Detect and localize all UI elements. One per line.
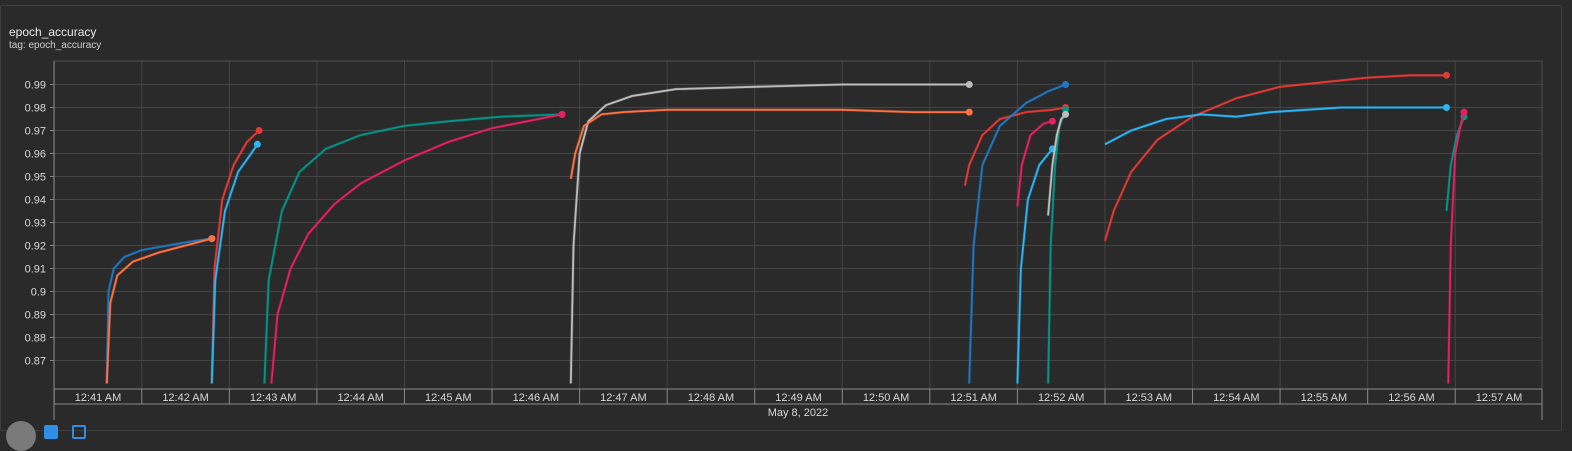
y-tick-label: 0.88 (25, 333, 46, 345)
y-tick-label: 0.97 (25, 126, 46, 138)
y-tick-label: 0.99 (25, 80, 46, 92)
series-line[interactable] (1016, 148, 1054, 384)
avatar[interactable] (6, 421, 36, 451)
card-subtitle: tag: epoch_accuracy (9, 40, 102, 51)
x-tick-label: 12:56 AM (1388, 392, 1434, 404)
series-line-ghost (569, 108, 970, 180)
series-line-ghost (262, 112, 563, 384)
x-tick-label: 12:47 AM (600, 392, 646, 404)
x-tick-label: 12:41 AM (75, 392, 121, 404)
y-tick-label: 0.87 (25, 356, 46, 368)
series-endpoint[interactable] (558, 110, 566, 118)
series-endpoint[interactable] (253, 140, 261, 148)
series-line[interactable] (210, 143, 259, 384)
fit-domain-button[interactable] (44, 425, 58, 439)
series-line-ghost (1103, 73, 1447, 242)
series-line[interactable] (968, 83, 1066, 384)
x-tick-label: 12:49 AM (775, 392, 821, 404)
series-line[interactable] (270, 113, 563, 384)
x-tick-label: 12:54 AM (1213, 392, 1259, 404)
y-tick-label: 0.98 (25, 103, 46, 115)
series-endpoint[interactable] (1048, 117, 1056, 125)
series-endpoint[interactable] (965, 108, 973, 116)
series-group (105, 71, 1468, 384)
x-tick-label: 12:43 AM (250, 392, 296, 404)
y-tick-label: 0.91 (25, 264, 46, 276)
series-endpoint[interactable] (1442, 71, 1450, 79)
x-tick-label: 12:52 AM (1038, 392, 1084, 404)
series-line-ghost (569, 83, 970, 384)
series-line[interactable] (1016, 120, 1053, 207)
series-line-ghost (105, 237, 212, 384)
y-tick-label: 0.94 (25, 195, 46, 207)
y-tick-label: 0.96 (25, 149, 46, 161)
series-line[interactable] (105, 237, 212, 384)
series-line[interactable] (569, 108, 970, 179)
y-tick-label: 0.95 (25, 172, 46, 184)
series-endpoint[interactable] (208, 235, 216, 243)
x-axis-date-label: May 8, 2022 (768, 407, 829, 419)
x-tick-label: 12:53 AM (1126, 392, 1172, 404)
series-endpoint[interactable] (965, 81, 973, 88)
x-tick-label: 12:51 AM (950, 392, 996, 404)
series-line-ghost (1015, 147, 1054, 384)
series-line[interactable] (1104, 74, 1447, 242)
series-line[interactable] (263, 113, 563, 384)
x-tick-label: 12:50 AM (863, 392, 909, 404)
series-endpoint[interactable] (1062, 110, 1070, 118)
series-line[interactable] (210, 129, 260, 384)
series-line[interactable] (1447, 111, 1465, 384)
series-line[interactable] (1047, 113, 1067, 216)
x-tick-label: 12:57 AM (1476, 392, 1522, 404)
x-tick-label: 12:55 AM (1301, 392, 1347, 404)
y-tick-label: 0.92 (25, 241, 46, 253)
y-tick-label: 0.9 (31, 287, 46, 299)
series-endpoint[interactable] (255, 127, 263, 134)
x-tick-label: 12:44 AM (337, 392, 383, 404)
series-endpoint[interactable] (1442, 104, 1450, 111)
series-endpoint[interactable] (1062, 81, 1070, 88)
card-title: epoch_accuracy (9, 25, 97, 39)
series-endpoint[interactable] (1460, 108, 1468, 116)
line-chart[interactable]: 0.87 0.88 0.89 0.9 0.91 0.92 0.93 0.94 0.95 0.96 0… (0, 0, 1572, 431)
x-tick-label: 12:48 AM (688, 392, 734, 404)
series-line-ghost (1104, 106, 1447, 146)
y-tick-label: 0.93 (25, 218, 46, 230)
x-tick-label: 12:45 AM (425, 392, 471, 404)
series-line[interactable] (105, 237, 213, 384)
x-tick-label: 12:46 AM (513, 392, 559, 404)
x-tick-label: 12:42 AM (162, 392, 208, 404)
y-tick-label: 0.89 (25, 310, 46, 322)
expand-chart-button[interactable] (72, 425, 86, 439)
series-line[interactable] (569, 83, 970, 384)
series-line-ghost (1046, 113, 1067, 216)
series-line[interactable] (1104, 106, 1447, 146)
series-line[interactable] (964, 106, 1066, 186)
